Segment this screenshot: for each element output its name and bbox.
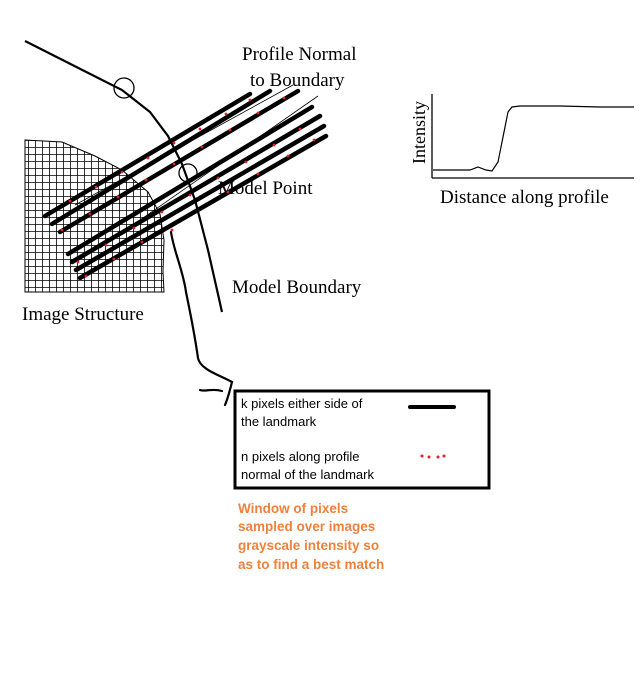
model-point-circle (178, 163, 198, 183)
landmark-circle-upper (113, 77, 135, 99)
legend-item1-line2: the landmark (241, 414, 317, 429)
note-line1: Window of pixels (238, 501, 348, 516)
sample-dots (60, 96, 316, 278)
connector-line (169, 230, 234, 407)
sample-profiles (42, 88, 329, 281)
note-line2: sampled over images (238, 519, 375, 534)
intensity-plot-xlabel: Distance along profile (440, 187, 609, 208)
legend-item2-line1: n pixels along profile (241, 449, 360, 464)
legend-red-dots-swatch (420, 454, 446, 459)
legend-item1-line1: k pixels either side of (241, 396, 363, 411)
legend-item2-line2: normal of the landmark (241, 467, 374, 482)
profile-normal-label-line1: Profile Normal (242, 44, 357, 65)
intensity-plot-ylabel: Intensity (409, 101, 429, 164)
legend: k pixels either side of the landmark n p… (233, 389, 491, 490)
note-line4: as to find a best match (238, 557, 384, 572)
profile-normal-label-line2: to Boundary (250, 70, 345, 91)
note-line3: grayscale intensity so (238, 538, 379, 553)
model-boundary-label: Model Boundary (232, 277, 362, 298)
intensity-plot: Intensity Distance along profile (409, 94, 634, 208)
model-point-label: Model Point (218, 178, 313, 199)
image-structure-label: Image Structure (22, 304, 144, 325)
model-boundary-curve (24, 40, 224, 313)
intensity-profile-curve (433, 105, 634, 172)
